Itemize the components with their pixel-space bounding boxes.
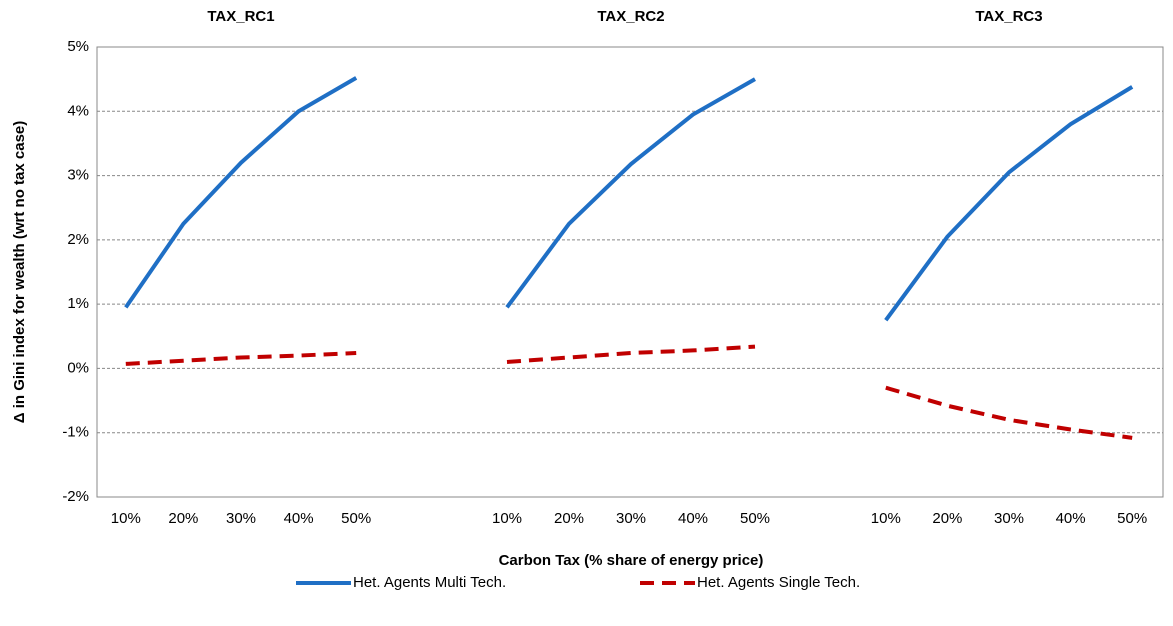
- y-tick-label: 4%: [67, 102, 89, 119]
- x-tick-label: 40%: [1056, 510, 1086, 527]
- panel-title: TAX_RC2: [597, 8, 664, 25]
- x-tick-label: 30%: [616, 510, 646, 527]
- series-line: [505, 77, 756, 309]
- x-tick-label: 30%: [994, 510, 1024, 527]
- x-tick-label: 10%: [871, 510, 901, 527]
- series-line: [884, 85, 1134, 322]
- x-tick-label: 50%: [341, 510, 371, 527]
- y-tick-label: 0%: [67, 359, 89, 376]
- x-tick-label: 20%: [932, 510, 962, 527]
- x-tick-label: 20%: [168, 510, 198, 527]
- x-tick-label: 40%: [678, 510, 708, 527]
- x-axis-label: Carbon Tax (% share of energy price): [499, 552, 764, 569]
- y-tick-label: -2%: [62, 488, 89, 505]
- legend-label: Het. Agents Multi Tech.: [353, 574, 506, 591]
- y-axis-label: Δ in Gini index for wealth (wrt no tax c…: [11, 121, 28, 424]
- x-tick-label: 10%: [111, 510, 141, 527]
- plot-border: [96, 46, 1164, 498]
- x-tick-label: 50%: [1117, 510, 1147, 527]
- x-tick-label: 40%: [284, 510, 314, 527]
- series-line: [506, 344, 756, 364]
- x-tick-label: 10%: [492, 510, 522, 527]
- series-line: [885, 385, 1133, 440]
- series-line: [124, 76, 358, 309]
- x-tick-label: 50%: [740, 510, 770, 527]
- legend-label: Het. Agents Single Tech.: [697, 574, 860, 591]
- panel-title: TAX_RC1: [207, 8, 274, 25]
- y-tick-label: 1%: [67, 295, 89, 312]
- x-tick-label: 30%: [226, 510, 256, 527]
- y-tick-label: 3%: [67, 167, 89, 184]
- y-tick-label: 2%: [67, 231, 89, 248]
- x-tick-label: 20%: [554, 510, 584, 527]
- series-line: [125, 351, 357, 366]
- y-tick-label: 5%: [67, 38, 89, 55]
- y-tick-label: -1%: [62, 424, 89, 441]
- panel-title: TAX_RC3: [975, 8, 1042, 25]
